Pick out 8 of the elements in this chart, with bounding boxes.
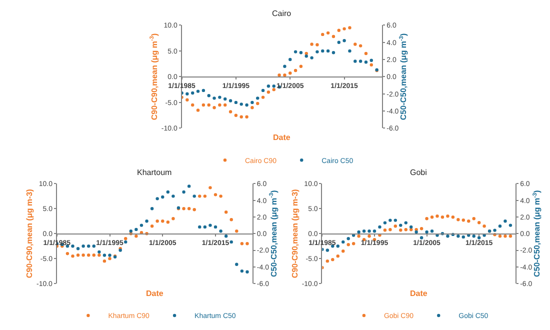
- chart-title: Cairo: [272, 9, 292, 18]
- y-axis-title: C90-C90,mean (μg m-3): [290, 188, 300, 278]
- y-axis-title: C90-C90,mean (μg m-3): [25, 188, 34, 278]
- x-axis-title: Date: [146, 289, 164, 298]
- x-axis-title: Date: [410, 289, 428, 298]
- chart-title: Khartoum: [137, 168, 172, 177]
- x-axis-title: Date: [273, 133, 291, 142]
- chart-title: Gobi: [410, 168, 428, 177]
